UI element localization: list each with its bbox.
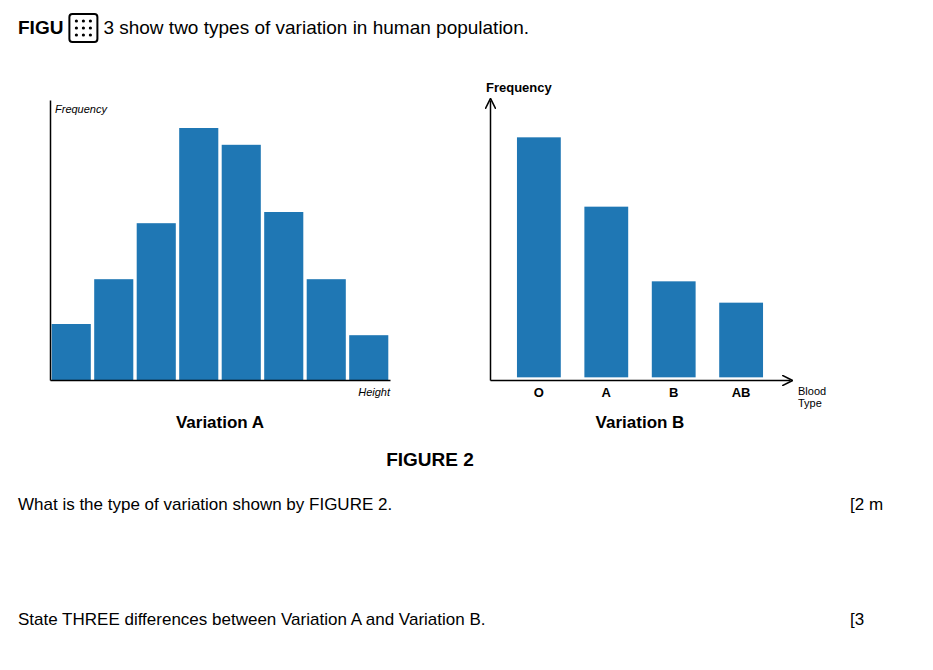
y-axis-line — [490, 101, 492, 381]
icon-dot — [89, 26, 92, 29]
icon-dot — [82, 26, 85, 29]
x-tick: B — [669, 385, 678, 400]
x-axis-line — [51, 380, 391, 382]
bar — [349, 335, 388, 380]
icon-dot — [82, 33, 85, 36]
bar — [137, 223, 176, 380]
x-axis: OABAB — [491, 381, 791, 401]
bars — [52, 128, 389, 380]
x-tick-label: AB — [732, 385, 751, 400]
question: What is the type of variation shown by F… — [18, 495, 392, 514]
bar — [264, 212, 303, 380]
header-text: 3 show two types of variation in human p… — [103, 17, 529, 38]
y-axis — [490, 101, 491, 381]
icon-dot — [89, 19, 92, 22]
bar — [179, 128, 218, 380]
bar — [222, 145, 261, 380]
bar — [307, 279, 346, 380]
x-axis-label: BloodType — [798, 385, 826, 410]
icon-dot — [75, 19, 78, 22]
bar — [94, 279, 133, 380]
icon-dot — [82, 19, 85, 22]
bar — [719, 303, 763, 378]
mark: [2 m — [850, 495, 883, 514]
x-axis — [51, 380, 391, 381]
x-tick-label: A — [602, 385, 612, 400]
bar — [517, 137, 561, 377]
panel-title: Variation A — [176, 413, 264, 432]
icon-dot — [75, 26, 78, 29]
header-prefix: FIGU — [18, 17, 63, 38]
figure-title: FIGURE 2 — [386, 449, 474, 470]
x-tick-label: B — [669, 385, 678, 400]
bar — [652, 281, 696, 377]
y-axis-label: Frequency — [55, 103, 108, 115]
bar — [52, 324, 91, 380]
chart-panel: OABABFrequencyBloodType — [486, 80, 826, 409]
y-axis — [50, 101, 51, 381]
icon-frame — [69, 14, 97, 42]
x-tick: AB — [732, 385, 751, 400]
bar — [584, 207, 628, 378]
x-tick: O — [534, 385, 544, 400]
header-icon — [69, 14, 97, 42]
question: State THREE differences between Variatio… — [18, 610, 485, 629]
mark: [3 — [850, 610, 864, 629]
icon-dot — [89, 33, 92, 36]
x-tick: A — [602, 385, 612, 400]
y-axis-line — [50, 101, 52, 381]
panel-title: Variation B — [596, 413, 685, 432]
icon-dot — [75, 33, 78, 36]
y-axis-label: Frequency — [486, 80, 553, 95]
chart-panel: Frequency Height — [51, 101, 391, 399]
page: FIGU 3 show two types of variation in hum… — [0, 0, 933, 670]
x-axis-line — [491, 380, 791, 382]
x-axis-label: Height — [358, 386, 391, 398]
x-tick-label: O — [534, 385, 544, 400]
bars — [517, 137, 763, 377]
